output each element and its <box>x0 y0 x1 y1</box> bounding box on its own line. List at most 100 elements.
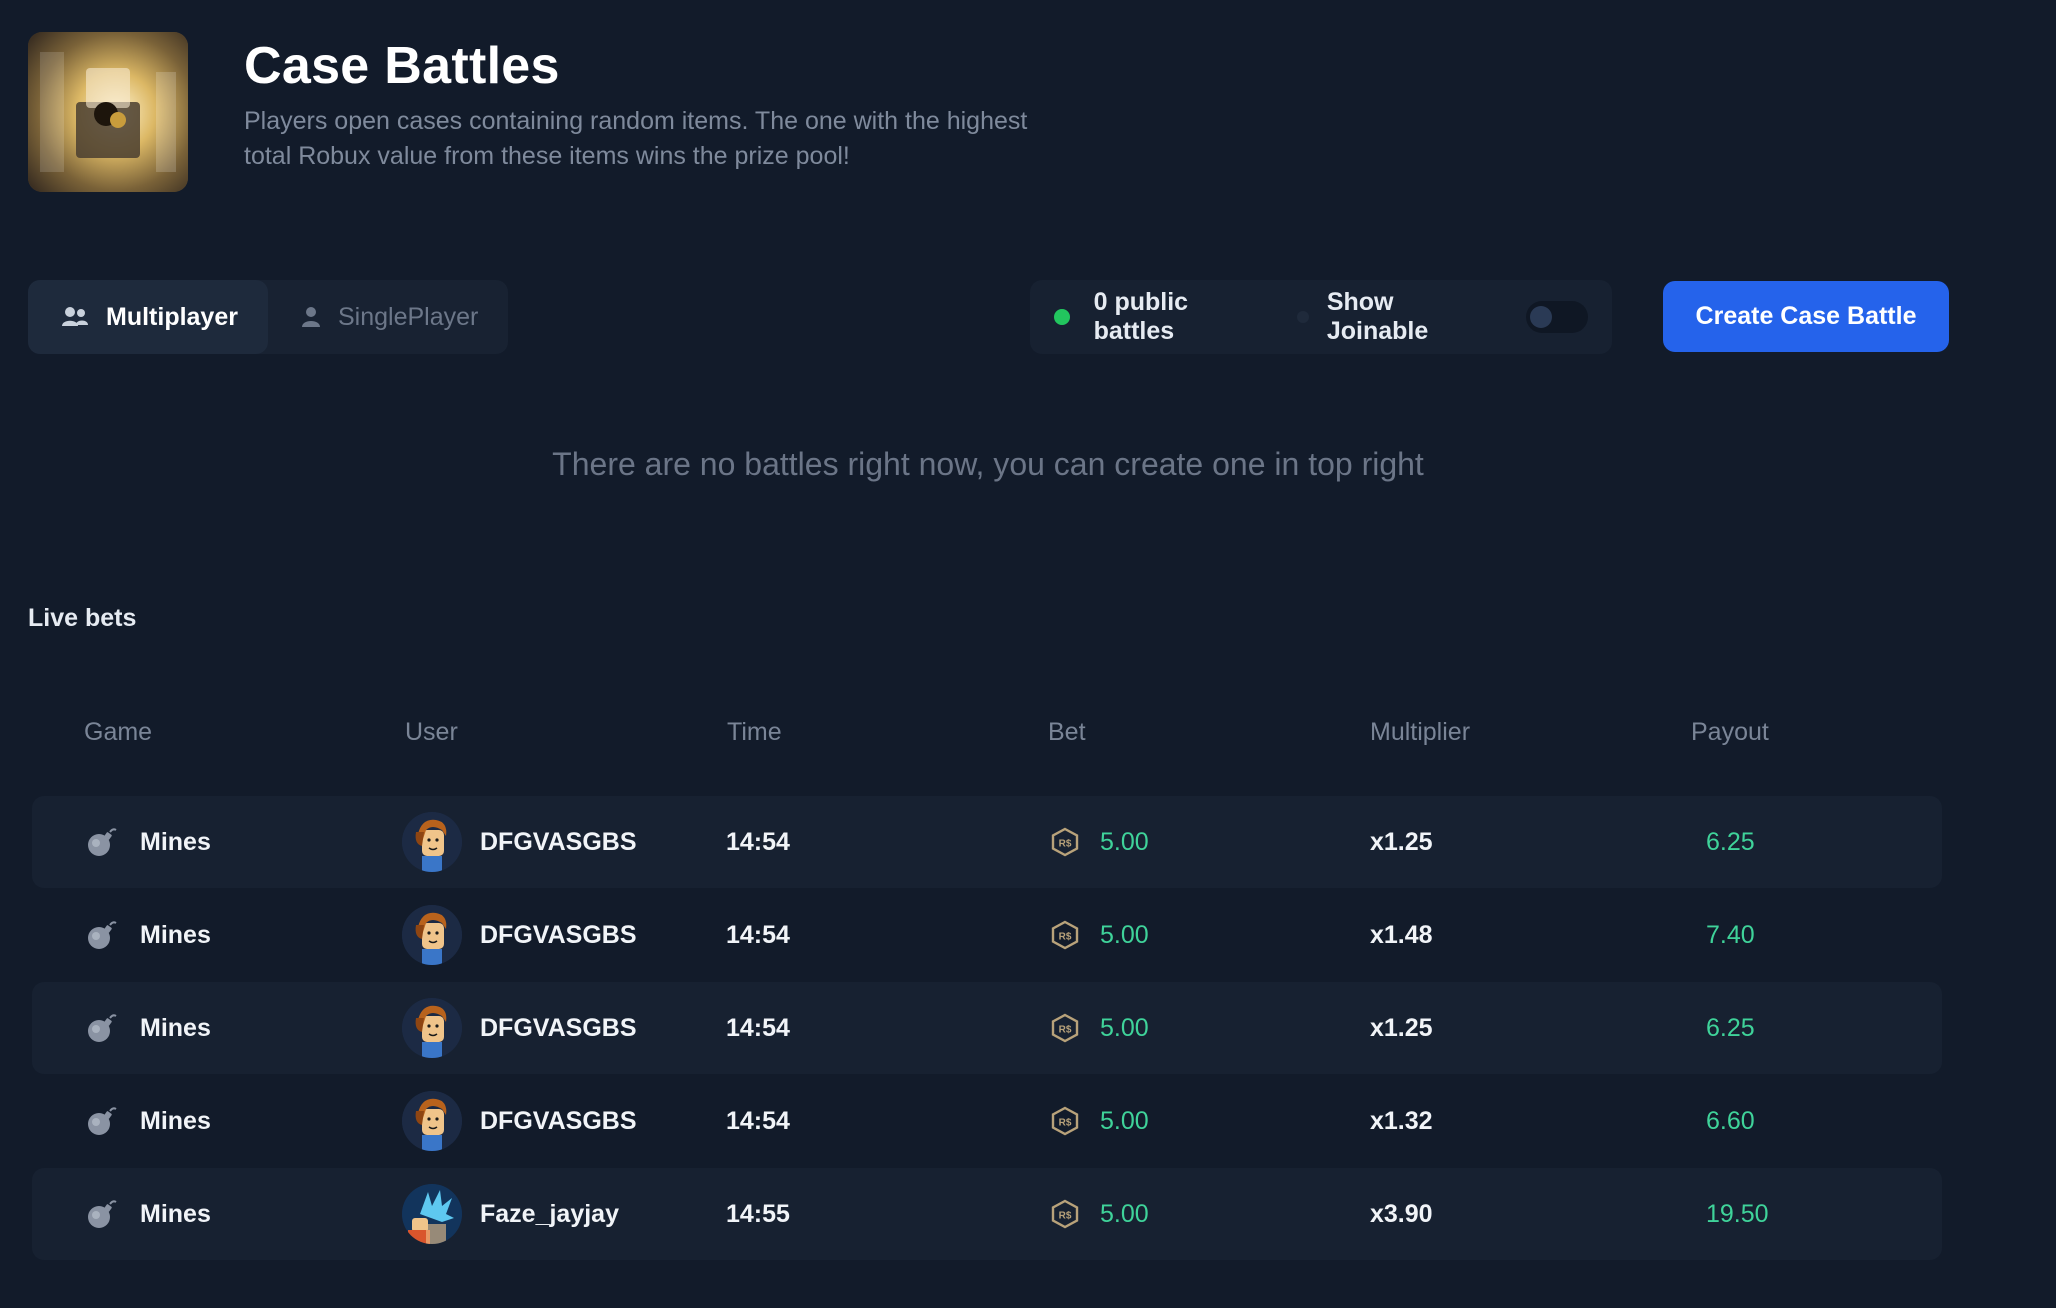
toggle-knob <box>1529 306 1552 328</box>
bomb-icon <box>86 1012 118 1044</box>
bomb-icon <box>86 1198 118 1230</box>
time-cell: 14:54 <box>726 1106 790 1135</box>
battles-status-bar: 0 public battles Show Joinable <box>1030 280 1612 354</box>
table-row: Mines Faze_jayjay 14:55 R$ 5.00 x3.90 19… <box>32 1168 1942 1260</box>
bet-amount: 5.00 <box>1100 1199 1149 1228</box>
bet-amount: 5.00 <box>1100 1013 1149 1042</box>
multiplier-cell: x1.25 <box>1370 1013 1433 1042</box>
time-cell: 14:55 <box>726 1199 790 1228</box>
game-name: Mines <box>140 1199 211 1228</box>
tab-singleplayer[interactable]: SinglePlayer <box>268 280 512 354</box>
payout-cell: 19.50 <box>1706 1199 1769 1228</box>
public-battles-count: 0 public battles <box>1093 288 1189 345</box>
svg-text:R$: R$ <box>1059 1118 1072 1129</box>
users-icon <box>62 306 88 328</box>
bet-amount: 5.00 <box>1100 920 1149 949</box>
bacon-hair-avatar <box>402 905 462 965</box>
bacon-hair-avatar <box>402 1091 462 1151</box>
live-bets-title: Live bets <box>28 604 137 632</box>
bet-cell: R$ 5.00 <box>1050 1168 1149 1260</box>
column-header-payout: Payout <box>1691 718 1769 746</box>
payout-cell: 6.25 <box>1706 827 1755 856</box>
tab-singleplayer-label: SinglePlayer <box>338 302 479 331</box>
create-case-battle-button[interactable]: Create Case Battle <box>1663 281 1949 352</box>
game-name: Mines <box>140 920 211 949</box>
multiplier-cell: x1.25 <box>1370 827 1433 856</box>
robux-icon: R$ <box>1050 827 1080 857</box>
username: DFGVASGBS <box>480 1106 637 1135</box>
bet-cell: R$ 5.00 <box>1050 889 1149 981</box>
bet-cell: R$ 5.00 <box>1050 1075 1149 1167</box>
header-text: Case Battles Players open cases containi… <box>244 34 1064 174</box>
payout-cell: 7.40 <box>1706 920 1755 949</box>
game-name: Mines <box>140 827 211 856</box>
bet-amount: 5.00 <box>1100 827 1149 856</box>
tab-multiplayer[interactable]: Multiplayer <box>28 280 268 354</box>
table-row: Mines DFGVASGBS 14:54 R$ 5.00 x1.25 6.25 <box>32 796 1942 888</box>
column-header-bet: Bet <box>1048 718 1086 746</box>
robux-icon: R$ <box>1050 1106 1080 1136</box>
table-row: Mines DFGVASGBS 14:54 R$ 5.00 x1.48 7.40 <box>32 889 1942 981</box>
username: DFGVASGBS <box>480 920 637 949</box>
robux-icon: R$ <box>1050 1199 1080 1229</box>
multiplier-cell: x1.32 <box>1370 1106 1433 1135</box>
online-status-dot <box>1054 309 1070 325</box>
game-cell: Mines <box>86 1168 211 1260</box>
tab-multiplayer-label: Multiplayer <box>106 302 238 331</box>
show-joinable-label: Show Joinable <box>1326 288 1429 345</box>
separator-dot <box>1297 311 1309 323</box>
multiplier-cell: x1.48 <box>1370 920 1433 949</box>
svg-text:R$: R$ <box>1059 932 1072 943</box>
table-row: Mines DFGVASGBS 14:54 R$ 5.00 x1.32 6.60 <box>32 1075 1942 1167</box>
time-cell: 14:54 <box>726 827 790 856</box>
username: DFGVASGBS <box>480 1013 637 1042</box>
user-cell[interactable]: DFGVASGBS <box>402 982 637 1074</box>
case-battles-thumbnail <box>28 32 188 192</box>
user-cell[interactable]: DFGVASGBS <box>402 889 637 981</box>
user-cell[interactable]: DFGVASGBS <box>402 1075 637 1167</box>
column-header-time: Time <box>727 718 782 746</box>
blue-hair-avatar <box>402 1184 462 1244</box>
bomb-icon <box>86 826 118 858</box>
live-bets-rows: Mines DFGVASGBS 14:54 R$ 5.00 x1.25 6.25 <box>32 796 1942 1261</box>
page-header: Case Battles Players open cases containi… <box>28 32 1064 192</box>
game-name: Mines <box>140 1013 211 1042</box>
column-header-game: Game <box>84 718 153 746</box>
page-title: Case Battles <box>244 37 560 95</box>
username: DFGVASGBS <box>480 827 637 856</box>
robux-icon: R$ <box>1050 920 1080 950</box>
time-cell: 14:54 <box>726 920 790 949</box>
mode-tabs: Multiplayer SinglePlayer <box>28 280 508 354</box>
user-cell[interactable]: Faze_jayjay <box>402 1168 619 1260</box>
game-cell: Mines <box>86 1075 211 1167</box>
multiplier-cell: x3.90 <box>1370 1199 1433 1228</box>
time-cell: 14:54 <box>726 1013 790 1042</box>
show-joinable-toggle[interactable] <box>1525 301 1588 333</box>
payout-cell: 6.60 <box>1706 1106 1755 1135</box>
game-cell: Mines <box>86 889 211 981</box>
svg-text:R$: R$ <box>1059 1025 1072 1036</box>
live-bets-table-header: Game User Time Bet Multiplier Payout <box>32 718 1942 750</box>
column-header-user: User <box>405 718 458 746</box>
game-name: Mines <box>140 1106 211 1135</box>
page-description: Players open cases containing random ite… <box>244 107 1028 170</box>
bomb-icon <box>86 1105 118 1137</box>
svg-text:R$: R$ <box>1059 1211 1072 1222</box>
bomb-icon <box>86 919 118 951</box>
payout-cell: 6.25 <box>1706 1013 1755 1042</box>
bet-cell: R$ 5.00 <box>1050 982 1149 1074</box>
user-cell[interactable]: DFGVASGBS <box>402 796 637 888</box>
robux-icon: R$ <box>1050 1013 1080 1043</box>
bacon-hair-avatar <box>402 998 462 1058</box>
bet-cell: R$ 5.00 <box>1050 796 1149 888</box>
empty-battles-message: There are no battles right now, you can … <box>552 446 1424 482</box>
game-cell: Mines <box>86 796 211 888</box>
svg-text:R$: R$ <box>1059 839 1072 850</box>
bet-amount: 5.00 <box>1100 1106 1149 1135</box>
username: Faze_jayjay <box>480 1199 619 1228</box>
column-header-multiplier: Multiplier <box>1370 718 1471 746</box>
bacon-hair-avatar <box>402 812 462 872</box>
game-cell: Mines <box>86 982 211 1074</box>
user-icon <box>302 306 320 328</box>
